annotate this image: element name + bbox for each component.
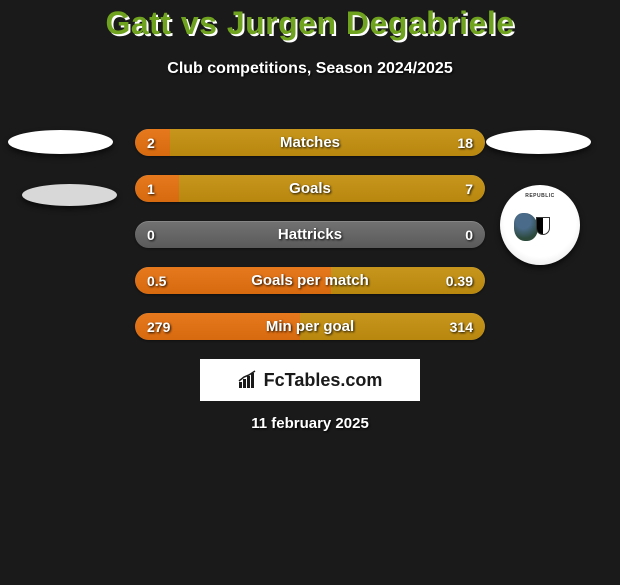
stat-label: Matches (135, 129, 485, 156)
stat-value-right: 0 (465, 221, 473, 248)
brand-footer: FcTables.com (200, 359, 420, 401)
stat-value-right: 0.39 (446, 267, 473, 294)
stat-value-right: 18 (457, 129, 473, 156)
snapshot-date: 11 february 2025 (0, 415, 620, 432)
brand-text: FcTables.com (264, 370, 383, 391)
stat-row: Min per goal279 314 (135, 313, 485, 340)
club-badge-right: REPUBLIC (500, 185, 580, 265)
stat-row: Goals1 7 (135, 175, 485, 202)
stat-value-left: 0.5 (147, 267, 166, 294)
stat-row: Matches2 18 (135, 129, 485, 156)
placeholder-ellipse (22, 184, 117, 206)
placeholder-ellipse (486, 130, 591, 154)
bar-chart-icon (238, 370, 260, 390)
badge-text: REPUBLIC (510, 193, 570, 199)
stat-value-right: 314 (450, 313, 473, 340)
stat-label: Min per goal (135, 313, 485, 340)
stat-value-left: 279 (147, 313, 170, 340)
stat-value-left: 2 (147, 129, 155, 156)
stat-row: Goals per match0.5 0.39 (135, 267, 485, 294)
stat-row: Hattricks0 0 (135, 221, 485, 248)
placeholder-ellipse (8, 130, 113, 154)
shield-icon (536, 217, 550, 235)
stat-value-left: 1 (147, 175, 155, 202)
peacock-icon (514, 213, 538, 241)
stat-label: Hattricks (135, 221, 485, 248)
comparison-title: Gatt vs Jurgen Degabriele (0, 5, 620, 42)
stat-value-right: 7 (465, 175, 473, 202)
stat-label: Goals per match (135, 267, 485, 294)
comparison-bars: Matches2 18 Goals1 7 Hattricks0 0 Goals per ma… (135, 129, 485, 359)
stat-value-left: 0 (147, 221, 155, 248)
comparison-subtitle: Club competitions, Season 2024/2025 (0, 60, 620, 78)
stat-label: Goals (135, 175, 485, 202)
